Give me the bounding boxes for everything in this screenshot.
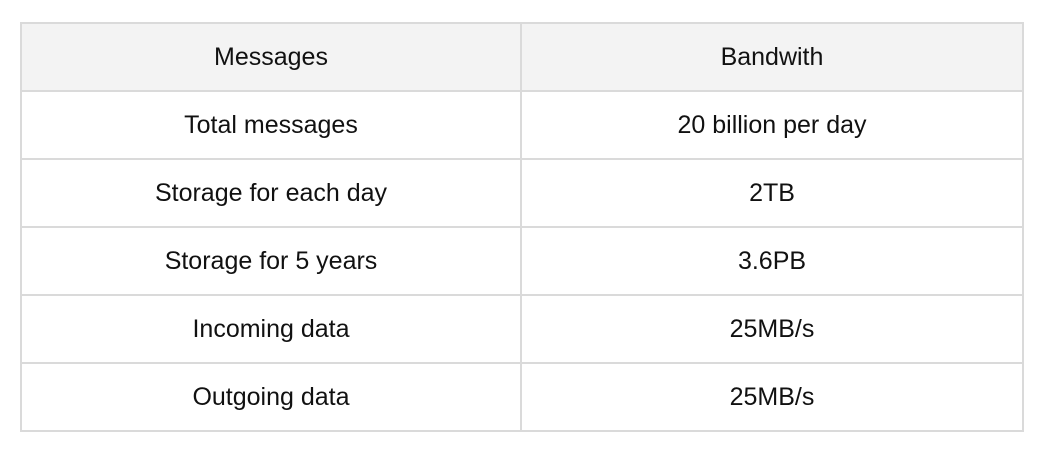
table-row: Incoming data 25MB/s: [20, 294, 1024, 364]
table-cell-metric: Outgoing data: [20, 362, 522, 432]
column-header-bandwith: Bandwith: [520, 22, 1024, 92]
column-header-messages: Messages: [20, 22, 522, 92]
table-cell-metric: Total messages: [20, 90, 522, 160]
table-header: Messages Bandwith: [20, 22, 1024, 92]
table-cell-value: 20 billion per day: [520, 90, 1024, 160]
table-cell-metric: Storage for each day: [20, 158, 522, 228]
table-row: Storage for each day 2TB: [20, 158, 1024, 228]
table-row: Outgoing data 25MB/s: [20, 362, 1024, 432]
table-cell-value: 25MB/s: [520, 294, 1024, 364]
table-cell-value: 25MB/s: [520, 362, 1024, 432]
table-cell-metric: Storage for 5 years: [20, 226, 522, 296]
table-cell-metric: Incoming data: [20, 294, 522, 364]
header-row: Messages Bandwith: [20, 22, 1024, 92]
table-row: Total messages 20 billion per day: [20, 90, 1024, 160]
table-row: Storage for 5 years 3.6PB: [20, 226, 1024, 296]
table-body: Total messages 20 billion per day Storag…: [20, 90, 1024, 432]
table-cell-value: 2TB: [520, 158, 1024, 228]
table-cell-value: 3.6PB: [520, 226, 1024, 296]
data-table: Messages Bandwith Total messages 20 bill…: [20, 22, 1024, 432]
